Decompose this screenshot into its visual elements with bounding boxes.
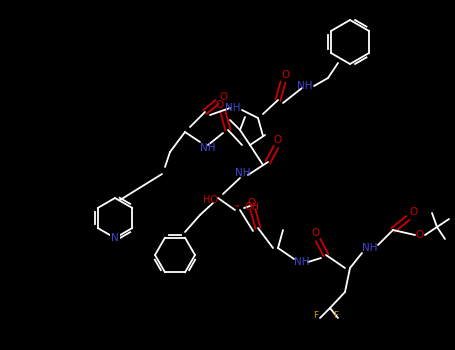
Text: O: O — [247, 198, 255, 208]
Text: F: F — [334, 312, 339, 321]
Text: O: O — [312, 228, 320, 238]
Text: O: O — [281, 70, 289, 80]
Text: O: O — [409, 207, 417, 217]
Text: O: O — [416, 230, 424, 240]
Text: N: N — [111, 233, 119, 243]
Text: OH: OH — [244, 202, 259, 212]
Text: NH: NH — [225, 103, 241, 113]
Text: O: O — [274, 135, 282, 145]
Text: NH: NH — [200, 143, 216, 153]
Text: O: O — [216, 100, 224, 110]
Text: HO: HO — [202, 195, 217, 205]
Text: *: * — [235, 203, 239, 212]
Text: NH: NH — [297, 81, 313, 91]
Text: NH: NH — [235, 168, 251, 178]
Text: NH: NH — [294, 257, 310, 267]
Text: F: F — [313, 312, 318, 321]
Text: NH: NH — [362, 243, 378, 253]
Text: O: O — [219, 92, 227, 102]
